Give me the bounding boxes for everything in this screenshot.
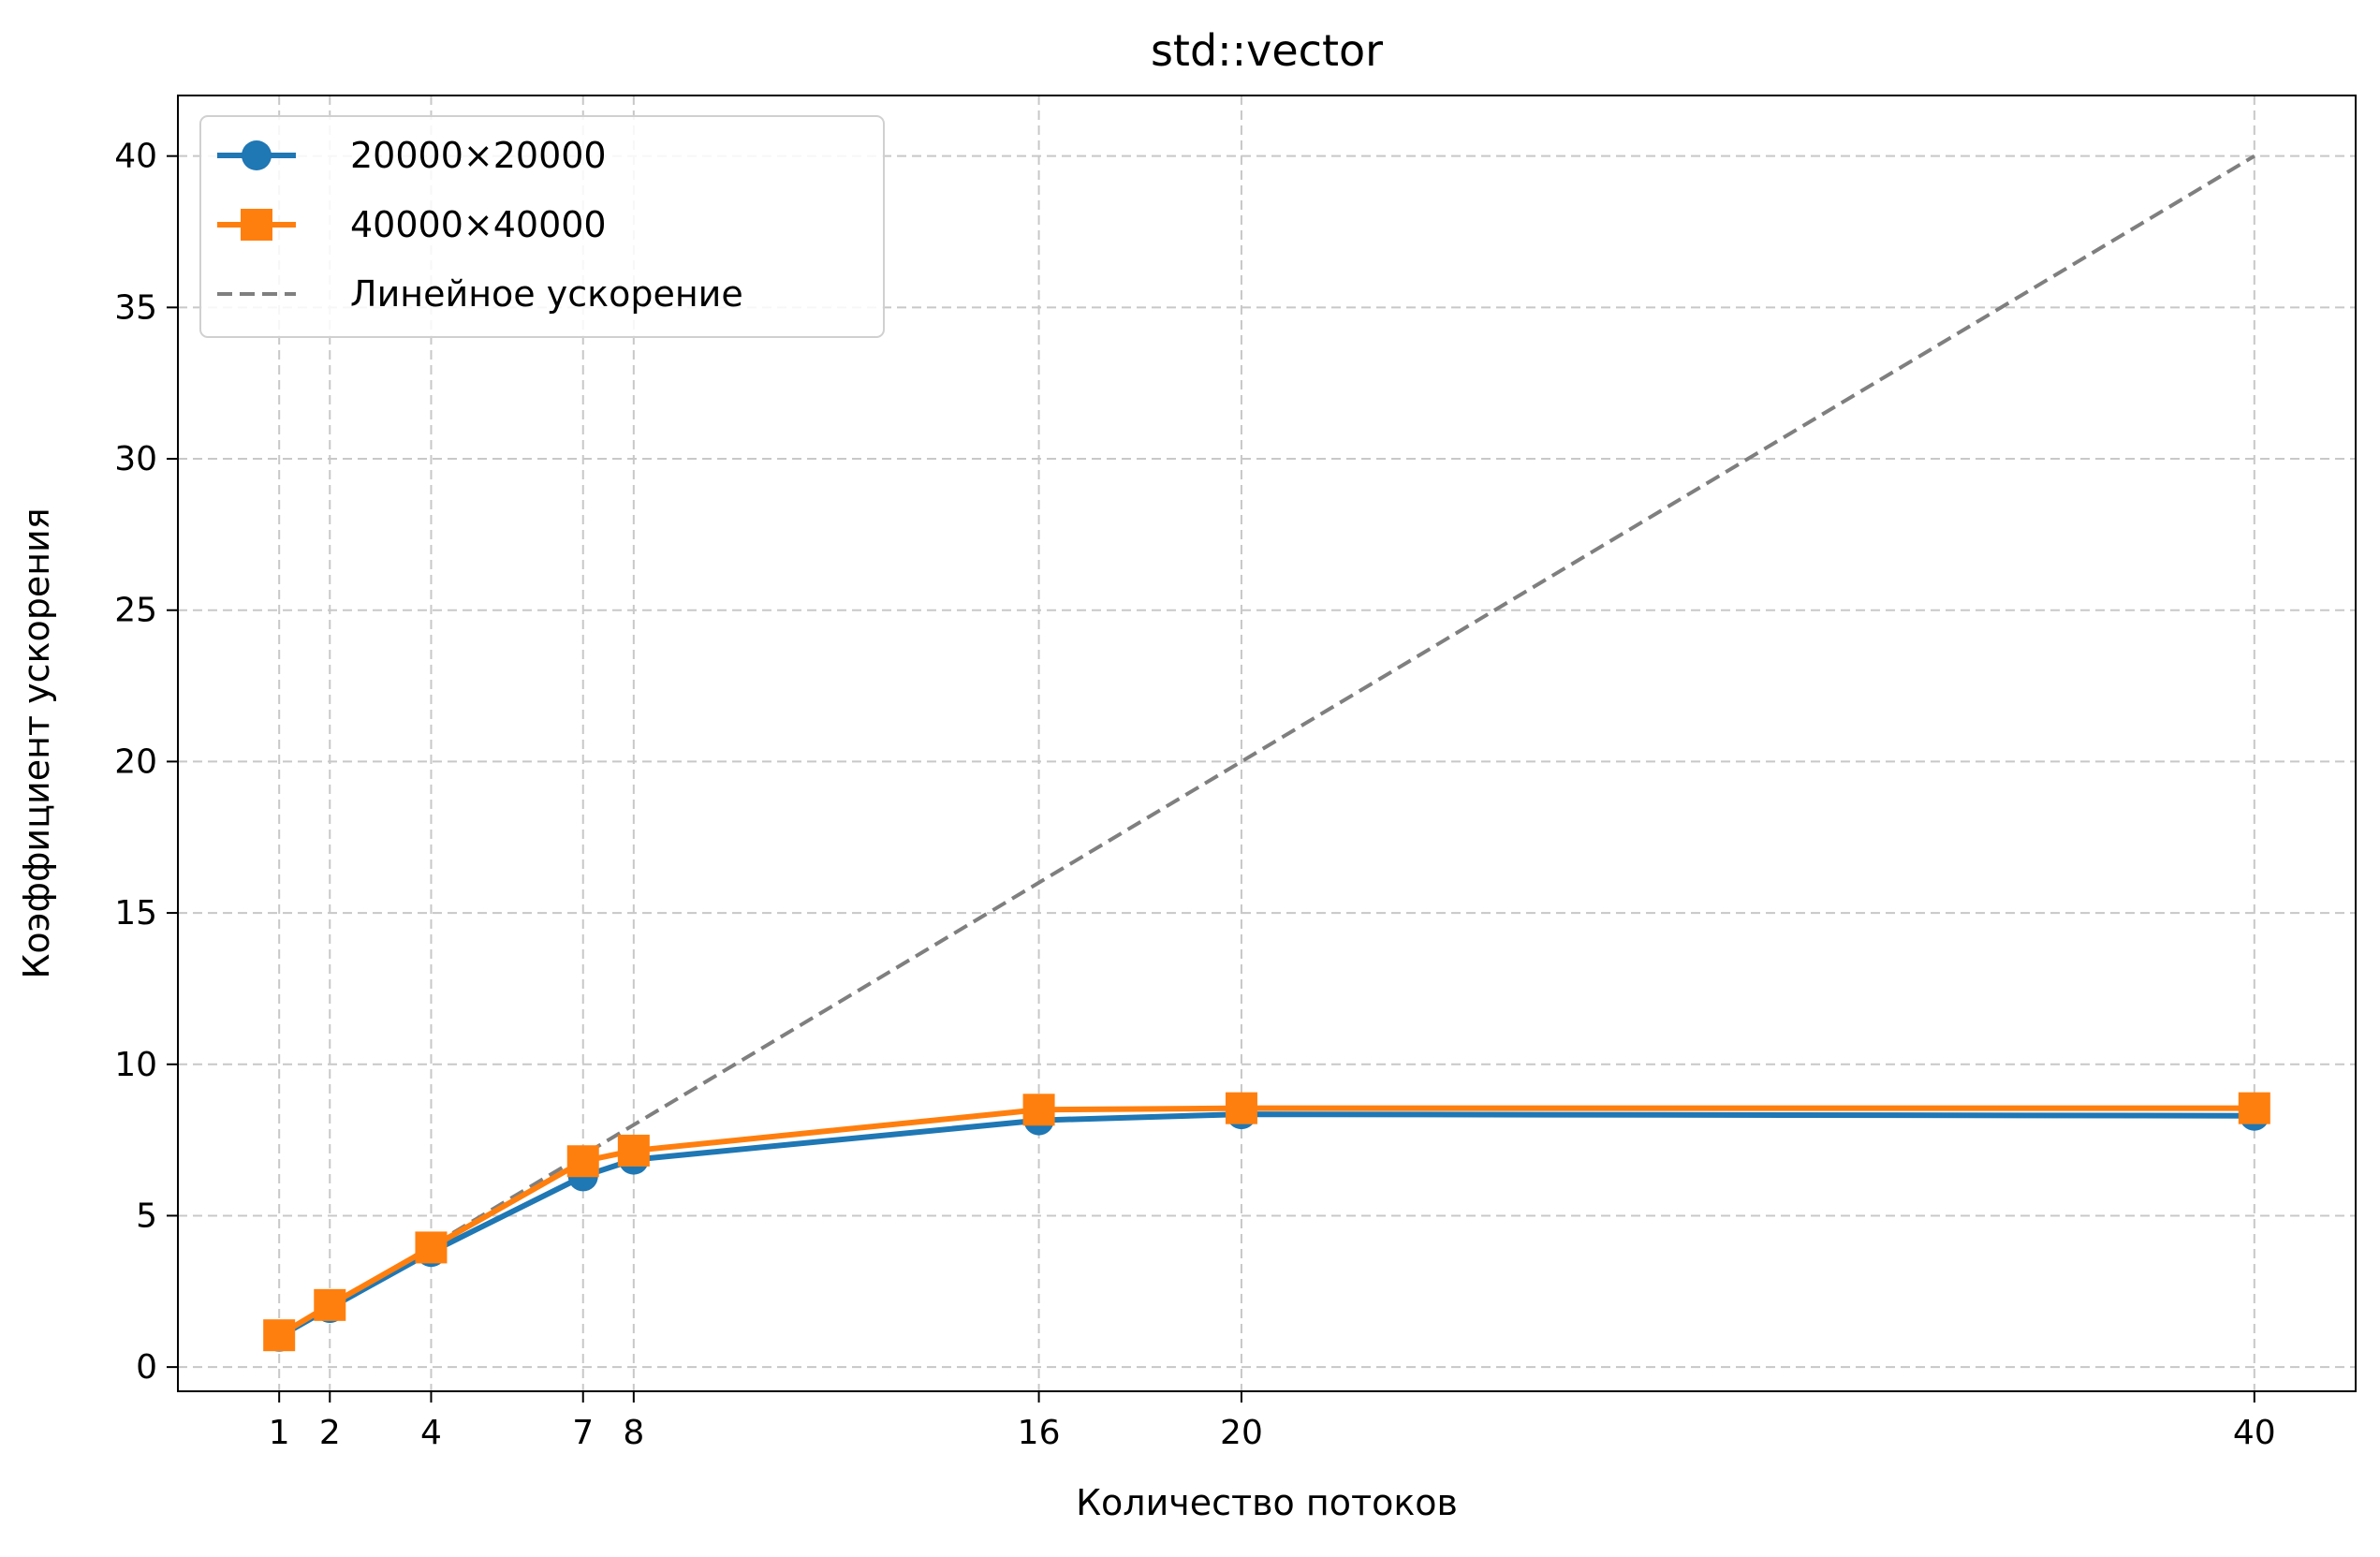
y-tick-label: 10 [114, 1046, 157, 1084]
x-axis-title: Количество потоков [1076, 1482, 1458, 1523]
y-tick-label: 5 [136, 1197, 157, 1235]
x-tick-label: 1 [269, 1414, 290, 1452]
y-tick-label: 0 [136, 1348, 157, 1387]
legend-marker [241, 209, 272, 241]
y-tick-label: 15 [114, 894, 157, 933]
series-point [263, 1319, 296, 1352]
legend-label: 40000×40000 [350, 204, 607, 245]
x-tick-label: 40 [2233, 1414, 2276, 1452]
x-tick-label: 20 [1220, 1414, 1263, 1452]
x-tick-label: 2 [319, 1414, 341, 1452]
series-point [415, 1231, 448, 1264]
plot-data [263, 154, 2270, 1352]
series-point [314, 1288, 346, 1321]
plot-frame [177, 95, 2357, 1392]
y-tick-label: 25 [114, 592, 157, 630]
series-point [1022, 1094, 1055, 1126]
ticks: 1 2 4 7 8 16 20 40 0 5 10 15 20 25 30 35 40 [114, 138, 2276, 1452]
y-tick-label: 20 [114, 742, 157, 781]
y-tick-label: 30 [114, 440, 157, 478]
y-tick-label: 40 [114, 138, 157, 176]
y-tick-label: 35 [114, 288, 157, 327]
legend: 20000×20000 40000×40000 Линейное ускорение [199, 115, 885, 338]
y-axis-title: Коэффициент ускорения [16, 507, 57, 978]
series-line [277, 1105, 2255, 1338]
chart-title: std::vector [1151, 25, 1383, 76]
series-point [617, 1134, 650, 1167]
series-point [566, 1145, 599, 1178]
series-point [1225, 1092, 1257, 1124]
series-point [2238, 1092, 2270, 1124]
x-tick-label: 4 [420, 1414, 442, 1452]
legend-label: Линейное ускорение [350, 273, 743, 315]
legend-marker [242, 140, 272, 170]
x-tick-label: 8 [623, 1414, 644, 1452]
x-tick-label: 16 [1018, 1414, 1061, 1452]
x-tick-label: 7 [572, 1414, 594, 1452]
legend-box [199, 115, 885, 338]
series-line [277, 1111, 2255, 1340]
legend-label: 20000×20000 [350, 135, 607, 176]
